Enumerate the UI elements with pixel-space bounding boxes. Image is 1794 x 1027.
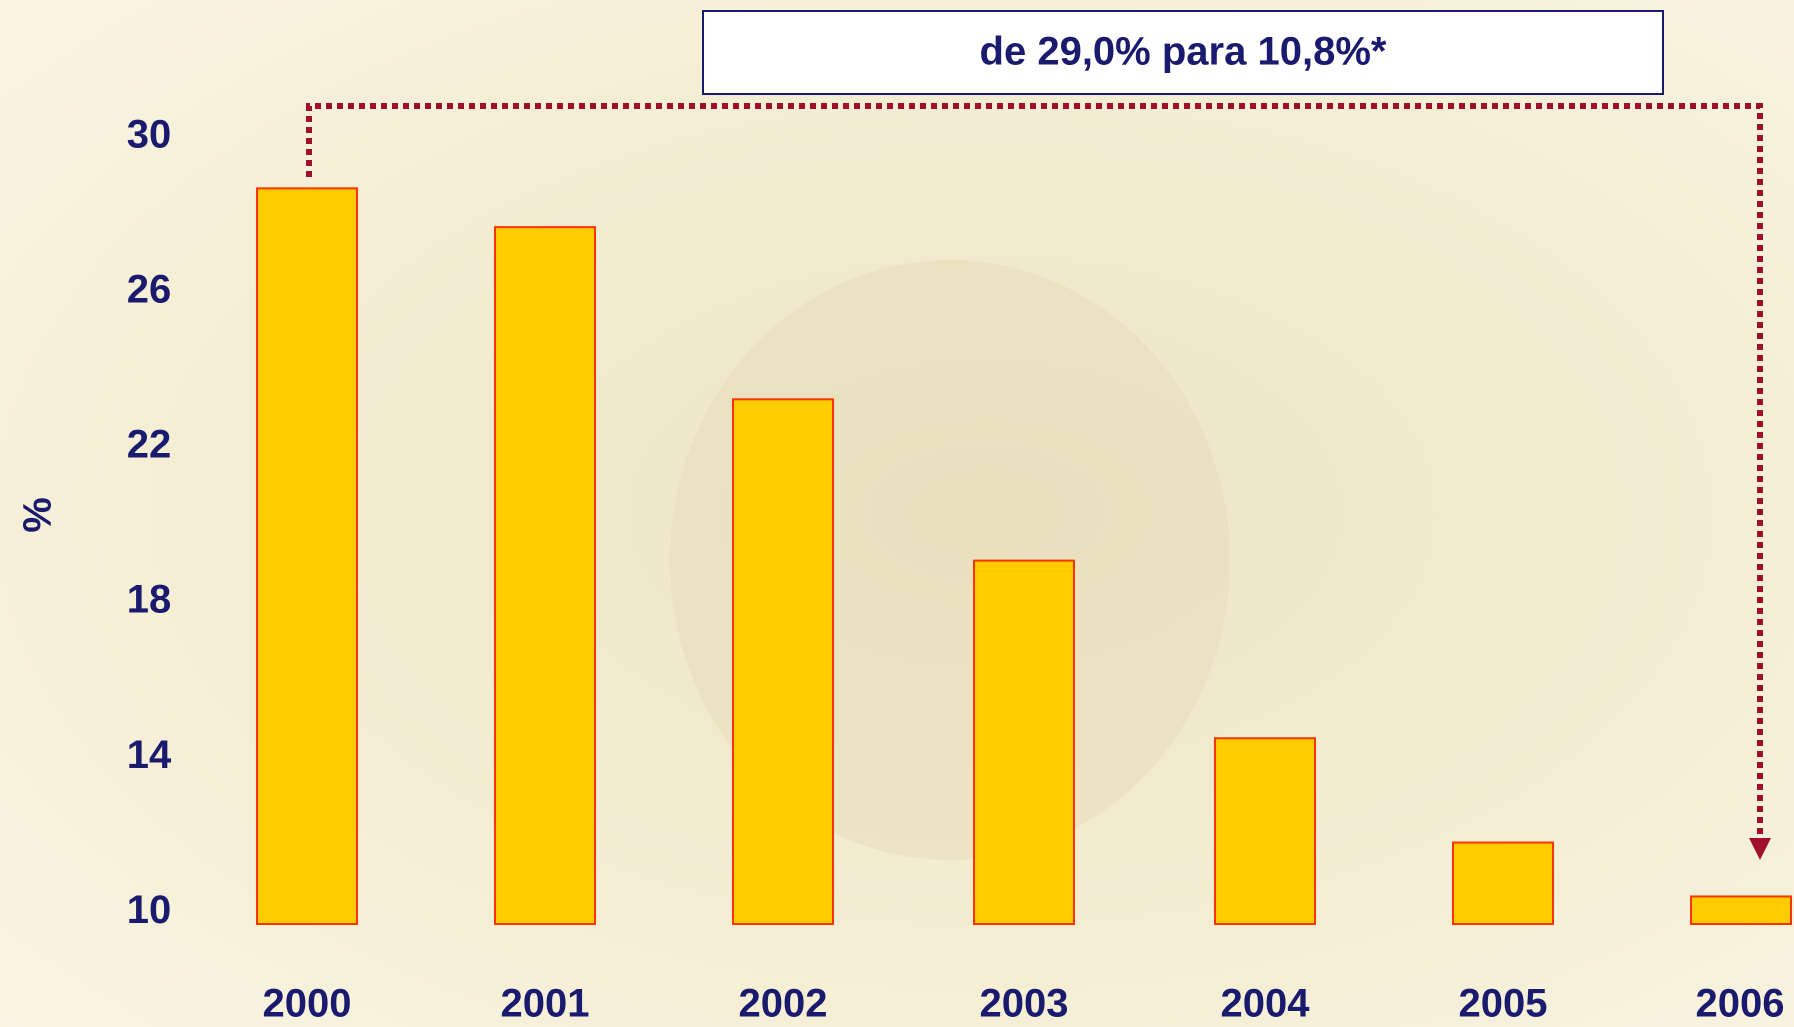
x-tick-label: 2002 — [739, 982, 828, 1026]
annotation: de 29,0% para 10,8%* — [980, 30, 1387, 74]
x-tick-label: 2005 — [1459, 982, 1548, 1026]
y-axis-label: % — [16, 497, 60, 533]
x-tick-label: 2000 — [263, 982, 352, 1026]
bar — [1453, 843, 1553, 924]
bar — [1691, 896, 1791, 924]
bar — [1215, 738, 1315, 924]
y-tick-label: 18 — [127, 578, 172, 622]
bar — [257, 188, 357, 924]
bar — [733, 399, 833, 924]
bar — [974, 561, 1074, 924]
y-tick-label: 10 — [127, 888, 172, 932]
chart: de 29,0% para 10,8%* % 10 14 18 22 26 30 2000 2… — [0, 0, 1794, 1027]
x-tick-label: 2004 — [1221, 982, 1311, 1026]
x-tick-label: 2001 — [501, 982, 590, 1026]
y-tick-label: 14 — [127, 733, 172, 777]
bar — [495, 227, 595, 924]
x-tick-label: 2003 — [980, 982, 1069, 1026]
y-tick-label: 30 — [127, 112, 172, 156]
x-tick-label: 2006 — [1696, 982, 1785, 1026]
y-tick-label: 22 — [127, 423, 172, 467]
y-tick-label: 26 — [127, 267, 172, 311]
